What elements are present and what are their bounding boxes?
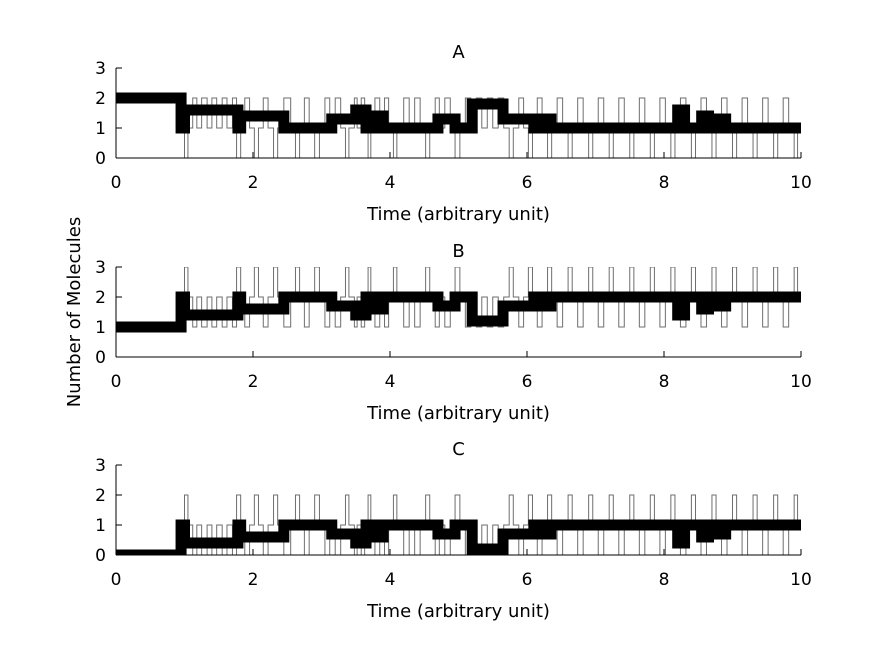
subplot-a-y-tick-label: 0: [95, 149, 106, 169]
subplot-c-x-tick-label: 8: [659, 570, 670, 590]
subplot-b-x-tick-label: 8: [659, 372, 670, 392]
subplot-c-average-series: [116, 519, 801, 555]
subplot-a-title: A: [452, 42, 465, 63]
subplot-b-x-tick-label: 6: [522, 372, 533, 392]
subplot-b-title: B: [452, 241, 464, 262]
subplot-a-x-tick-label: 6: [522, 173, 533, 193]
subplot-c-y-tick-label: 0: [95, 546, 106, 566]
subplot-a-x-tick-label: 10: [790, 173, 812, 193]
subplot-b-y-tick-label: 3: [95, 258, 106, 278]
subplot-b-x-tick-label: 0: [111, 372, 122, 392]
subplot-b-x-tick-label: 2: [248, 372, 259, 392]
subplot-c-y-tick-label: 2: [95, 486, 106, 506]
subplot-a-y-tick-label: 1: [95, 119, 106, 139]
subplot-c-x-axis-label: Time (arbitrary unit): [366, 601, 550, 622]
subplot-b-x-tick-label: 4: [385, 372, 396, 392]
subplot-a-y-tick-label: 2: [95, 89, 106, 109]
subplot-b: 0 2 4 6 8 10 0 1 2 3 B Time (arbitrary unit): [95, 241, 812, 424]
subplot-a-average-series: [116, 92, 801, 134]
subplot-a-x-tick-label: 0: [111, 173, 122, 193]
subplot-a-x-axis-label: Time (arbitrary unit): [366, 204, 550, 225]
subplot-b-x-axis-label: Time (arbitrary unit): [366, 403, 550, 424]
subplot-c-x-tick-label: 2: [248, 570, 259, 590]
subplot-c-y-tick-label: 3: [95, 456, 106, 476]
subplot-c-x-tick-label: 0: [111, 570, 122, 590]
subplot-c-x-tick-label: 4: [385, 570, 396, 590]
subplot-c-title: C: [452, 439, 465, 460]
subplot-b-y-tick-label: 2: [95, 288, 106, 308]
subplot-c-x-tick-label: 6: [522, 570, 533, 590]
subplot-b-x-tick-label: 10: [790, 372, 812, 392]
subplot-a-x-tick-label: 4: [385, 173, 396, 193]
subplot-c-y-tick-label: 1: [95, 516, 106, 536]
shared-y-axis-label: Number of Molecules: [64, 217, 85, 407]
subplot-c-x-tick-label: 10: [790, 570, 812, 590]
subplot-a: 0 2 4 6 8 10 0 1 2 3 A Time (arbitrary unit): [95, 42, 812, 225]
subplot-a-x-tick-label: 2: [248, 173, 259, 193]
subplot-a-y-tick-label: 3: [95, 59, 106, 79]
subplot-b-y-tick-label: 0: [95, 348, 106, 368]
subplot-b-average-series: [116, 291, 801, 333]
subplot-c: 0 2 4 6 8 10 0 1 2 3 C Time (arbitrary unit): [95, 439, 812, 622]
subplot-a-x-tick-label: 8: [659, 173, 670, 193]
subplot-b-y-tick-label: 1: [95, 318, 106, 338]
